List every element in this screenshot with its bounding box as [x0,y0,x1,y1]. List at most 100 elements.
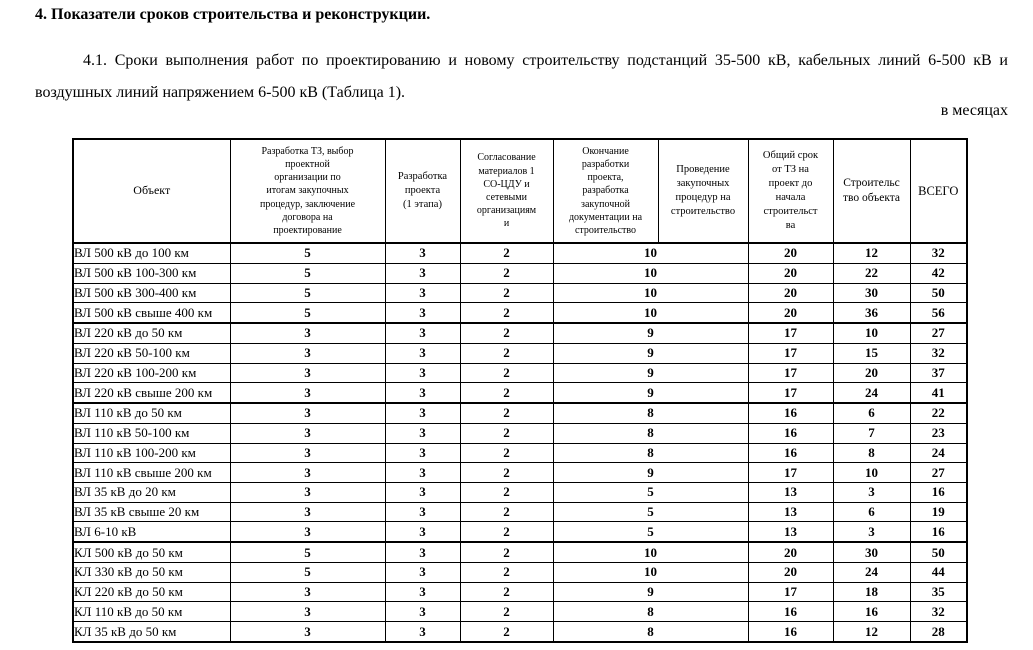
value-cell: 30 [832,541,911,563]
table-row: КЛ 330 кВ до 50 км 5 3 2 10 20 24 44 [72,561,968,583]
table-row: ВЛ 220 кВ свыше 200 км 3 3 2 9 17 24 41 [72,382,968,405]
column-header: Разработка ТЗ, выбор проектной организац… [229,138,386,244]
total-cell: 16 [909,521,968,544]
value-cell: 17 [747,581,834,603]
object-cell: ВЛ 500 кВ до 100 км [72,242,231,264]
value-cell: 17 [747,362,834,384]
value-cell: 9 [552,322,749,344]
value-cell: 3 [384,422,461,444]
value-cell: 3 [229,621,386,643]
table-header-row: Объект Разработка ТЗ, выбор проектной орг… [72,138,968,244]
value-cell: 3 [229,342,386,364]
value-cell: 5 [229,242,386,264]
value-cell: 8 [552,621,749,643]
value-cell: 3 [384,481,461,503]
table-row: ВЛ 110 кВ 100-200 км 3 3 2 8 16 8 24 [72,442,968,464]
table-header: Объект Разработка ТЗ, выбор проектной орг… [72,138,968,244]
value-cell: 13 [747,481,834,503]
object-cell: ВЛ 110 кВ 100-200 км [72,442,231,464]
total-cell: 50 [909,541,968,563]
value-cell: 3 [384,402,461,424]
value-cell: 2 [459,601,554,623]
value-cell: 36 [832,302,911,325]
object-cell: КЛ 110 кВ до 50 км [72,601,231,623]
value-cell: 18 [832,581,911,603]
total-cell: 44 [909,561,968,583]
value-cell: 2 [459,501,554,523]
value-cell: 2 [459,322,554,344]
table-row: ВЛ 110 кВ до 50 км 3 3 2 8 16 6 22 [72,402,968,424]
table-row: ВЛ 110 кВ 50-100 км 3 3 2 8 16 7 23 [72,422,968,444]
table-row: ВЛ 220 кВ до 50 км 3 3 2 9 17 10 27 [72,322,968,344]
object-cell: ВЛ 500 кВ свыше 400 км [72,302,231,325]
total-cell: 16 [909,481,968,503]
total-cell: 28 [909,621,968,643]
value-cell: 8 [552,402,749,424]
value-cell: 9 [552,362,749,384]
value-cell: 10 [832,322,911,344]
total-cell: 23 [909,422,968,444]
value-cell: 15 [832,342,911,364]
value-cell: 2 [459,282,554,304]
value-cell: 3 [229,442,386,464]
section-heading: 4. Показатели сроков строительства и рек… [35,6,431,23]
value-cell: 9 [552,382,749,405]
value-cell: 3 [229,382,386,405]
value-cell: 2 [459,462,554,483]
table-row: ВЛ 500 кВ 100-300 км 5 3 2 10 20 22 42 [72,262,968,284]
table-body: ВЛ 500 кВ до 100 км 5 3 2 10 20 12 32 ВЛ 500 кВ … [72,242,968,643]
value-cell: 3 [384,462,461,483]
object-cell: ВЛ 220 кВ до 50 км [72,322,231,344]
value-cell: 3 [384,581,461,603]
value-cell: 2 [459,342,554,364]
value-cell: 16 [747,621,834,643]
value-cell: 6 [832,402,911,424]
object-cell: ВЛ 220 кВ свыше 200 км [72,382,231,405]
object-cell: ВЛ 110 кВ до 50 км [72,402,231,424]
value-cell: 5 [552,481,749,503]
value-cell: 5 [229,262,386,284]
value-cell: 9 [552,342,749,364]
value-cell: 2 [459,302,554,325]
value-cell: 7 [832,422,911,444]
value-cell: 16 [832,601,911,623]
table-row: ВЛ 6-10 кВ 3 3 2 5 13 3 16 [72,521,968,544]
object-cell: ВЛ 220 кВ 50-100 км [72,342,231,364]
value-cell: 16 [747,402,834,424]
value-cell: 2 [459,382,554,405]
value-cell: 16 [747,442,834,464]
value-cell: 20 [747,242,834,264]
object-cell: КЛ 220 кВ до 50 км [72,581,231,603]
value-cell: 10 [552,262,749,284]
value-cell: 17 [747,382,834,405]
total-cell: 35 [909,581,968,603]
value-cell: 9 [552,581,749,603]
table-row: ВЛ 500 кВ свыше 400 км 5 3 2 10 20 36 56 [72,302,968,325]
value-cell: 3 [832,481,911,503]
table-row: ВЛ 35 кВ свыше 20 км 3 3 2 5 13 6 19 [72,501,968,523]
construction-timelines-table: Объект Разработка ТЗ, выбор проектной орг… [72,138,968,643]
value-cell: 3 [384,322,461,344]
value-cell: 2 [459,521,554,544]
table-row: ВЛ 220 кВ 100-200 км 3 3 2 9 17 20 37 [72,362,968,384]
value-cell: 10 [552,242,749,264]
object-cell: ВЛ 110 кВ свыше 200 км [72,462,231,483]
object-cell: ВЛ 35 кВ до 20 км [72,481,231,503]
value-cell: 22 [832,262,911,284]
column-header: Общий срок от ТЗ на проект до начала стр… [747,138,834,244]
value-cell: 3 [229,581,386,603]
column-header: Разработка проекта (1 этапа) [384,138,461,244]
value-cell: 17 [747,322,834,344]
column-header: Окончание разработки проекта, разработка… [552,138,659,244]
object-cell: ВЛ 6-10 кВ [72,521,231,544]
value-cell: 2 [459,442,554,464]
table-row: КЛ 110 кВ до 50 км 3 3 2 8 16 16 32 [72,601,968,623]
value-cell: 3 [229,362,386,384]
units-note: в месяцах [940,102,1008,119]
value-cell: 8 [552,422,749,444]
table-row: КЛ 500 кВ до 50 км 5 3 2 10 20 30 50 [72,541,968,563]
value-cell: 3 [384,362,461,384]
value-cell: 9 [552,462,749,483]
total-cell: 41 [909,382,968,405]
value-cell: 3 [384,541,461,563]
